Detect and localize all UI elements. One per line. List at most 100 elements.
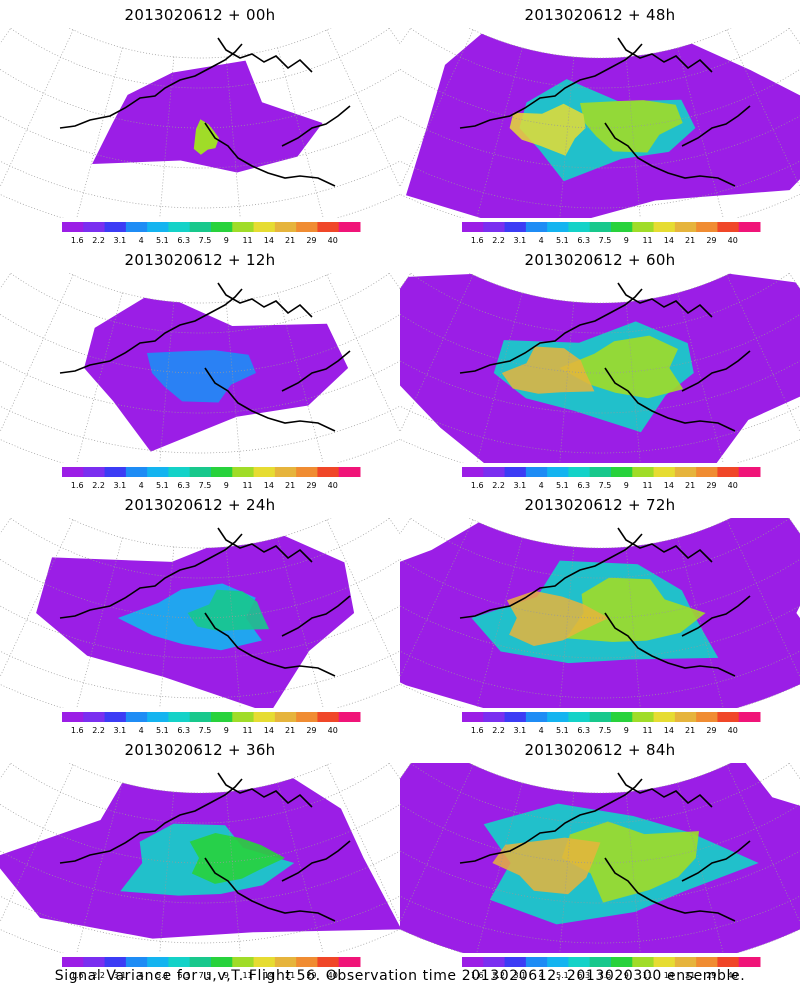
colorbar-label: 40 [728,726,738,735]
colorbar-swatch [211,467,233,477]
colorbar-swatch [589,222,612,232]
colorbar-label: 9 [224,726,229,735]
colorbar: 1.6 2.2 3.1 4 5.1 6.3 7.5 9 11 14 21 29 40 [62,222,361,245]
colorbar-swatch [232,957,255,967]
colorbar-label: 5.1 [556,726,569,735]
colorbar-label: 1.6 [71,481,84,490]
colorbar-swatch [696,712,718,722]
colorbar-swatch [674,222,697,232]
colorbar-label: 21 [685,481,695,490]
colorbar-swatch [62,712,84,722]
variance-region [146,350,256,403]
colorbar-label: 1.6 [471,971,484,980]
colorbar-swatch [738,467,761,477]
variance-region [559,335,684,399]
colorbar-label: 14 [664,971,674,980]
colorbar-swatch [211,957,233,967]
colorbar-swatch [253,712,276,722]
colorbar-label: 4 [539,481,544,490]
colorbar-swatch [568,467,591,477]
coastline [459,533,643,619]
colorbar: 1.6 2.2 3.1 4 5.1 6.3 7.5 9 11 14 21 29 40 [462,712,761,735]
coastline [459,288,643,374]
colorbar-swatch [653,957,676,967]
colorbar-swatch [147,712,169,722]
colorbar-label: 14 [264,726,274,735]
colorbar-swatch [674,467,697,477]
colorbar-label: 5.1 [556,971,569,980]
colorbar-swatch [338,222,361,232]
colorbar-label: 40 [728,971,738,980]
colorbar-swatch [317,712,340,722]
coastline [59,778,243,864]
colorbar-label: 6.3 [577,971,590,980]
colorbar-label: 21 [685,971,695,980]
colorbar-label: 5.1 [156,481,169,490]
colorbar-label: 4 [139,971,144,980]
coastline [59,533,243,619]
colorbar-swatch [674,957,697,967]
colorbar-label: 9 [224,236,229,245]
panel-title: 2013020612 + 84h [524,741,676,759]
colorbar-label: 40 [328,236,338,245]
colorbar-swatch [611,712,633,722]
coastline [204,857,336,922]
colorbar-label: 21 [285,481,295,490]
variance-region [92,60,323,173]
colorbar-swatch [589,957,612,967]
colorbar-label: 9 [224,971,229,980]
colorbar-label: 6.3 [577,726,590,735]
variance-map [400,273,800,463]
colorbar-label: 29 [706,726,716,735]
colorbar-swatch [104,957,127,967]
colorbar-swatch [525,712,548,722]
coastline [217,282,313,318]
coastline [604,857,736,922]
colorbar-swatch [104,467,127,477]
colorbar-swatch [232,222,255,232]
colorbar-swatch [632,712,655,722]
colorbar-swatch [738,957,761,967]
coastline [617,772,713,808]
colorbar-swatch [168,467,191,477]
colorbar-swatch [632,467,655,477]
colorbar-label: 29 [706,971,716,980]
colorbar-swatch [189,467,212,477]
colorbar-swatch [653,467,676,477]
colorbar-swatch [462,222,484,232]
colorbar-label: 9 [624,971,629,980]
colorbar-swatch [462,467,484,477]
colorbar-swatch [317,957,340,967]
forecast-panel: 2013020612 + 48h 1.6 2.2 3.1 4 5.1 6.3 7.5 9 11 14… [400,0,800,245]
colorbar-label: 1.6 [471,481,484,490]
colorbar-swatch [232,712,255,722]
colorbar: 1.6 2.2 3.1 4 5.1 6.3 7.5 9 11 14 21 29 40 [62,712,361,735]
colorbar-label: 11 [642,481,652,490]
colorbar-swatch [62,222,84,232]
colorbar-label: 5.1 [156,971,169,980]
coastline [217,527,313,563]
colorbar-label: 29 [706,236,716,245]
colorbar-swatch [696,222,718,232]
colorbar-label: 1.6 [471,236,484,245]
variance-region [506,590,609,646]
colorbar-swatch [483,712,506,722]
variance-map [400,28,800,218]
colorbar-swatch [568,222,591,232]
colorbar-label: 11 [242,726,252,735]
colorbar-label: 2.2 [92,236,105,245]
colorbar-swatch [317,222,340,232]
colorbar-label: 40 [728,236,738,245]
colorbar-label: 1.6 [471,726,484,735]
colorbar-label: 3.1 [113,236,126,245]
panel-title: 2013020612 + 36h [124,741,276,759]
colorbar-label: 11 [242,971,252,980]
colorbar-swatch [568,957,591,967]
colorbar-label: 11 [242,236,252,245]
coastline [217,772,313,808]
colorbar-swatch [632,222,655,232]
variance-map [400,763,800,953]
colorbar-swatch [168,222,191,232]
variance-map [0,518,400,708]
coastline [681,105,751,147]
